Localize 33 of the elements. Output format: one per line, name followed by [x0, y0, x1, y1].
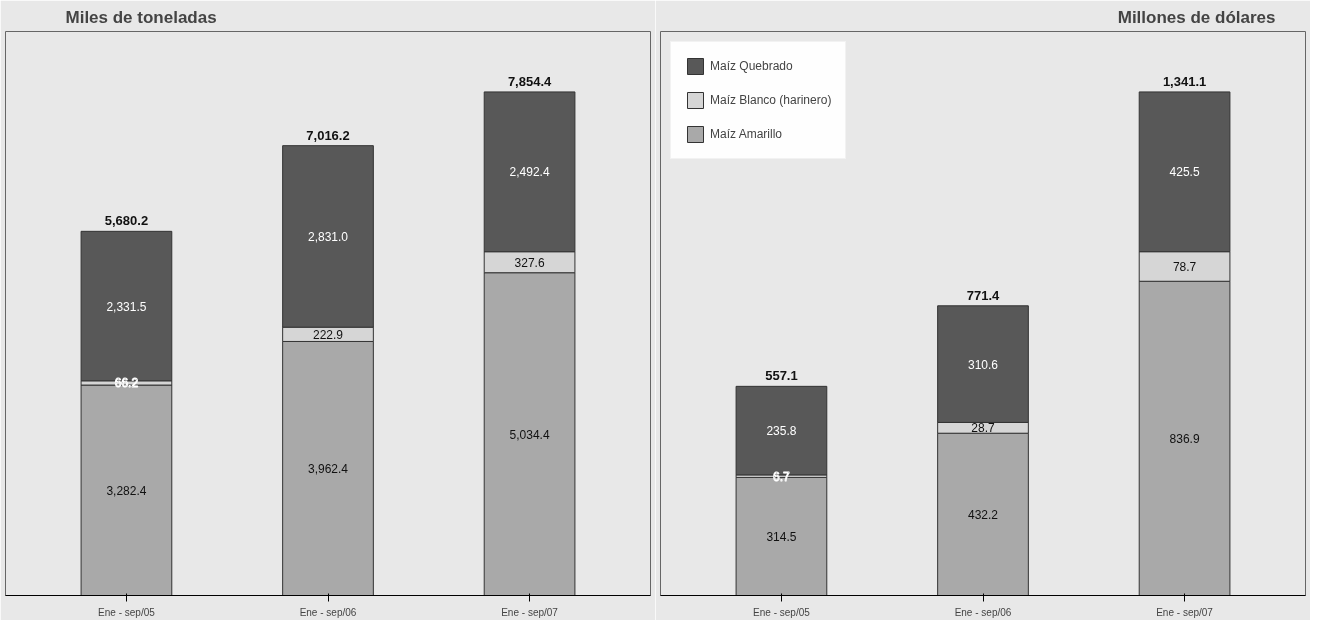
- data-label: 314.5: [766, 529, 797, 544]
- chart-title: Miles de toneladas: [65, 7, 217, 27]
- total-label: 1,341.1: [1162, 73, 1207, 89]
- data-label: 5,034.4: [509, 427, 550, 442]
- data-label: 78.7: [1172, 259, 1197, 274]
- x-tick-label: Ene - sep/05: [753, 606, 811, 618]
- data-label: 2,331.5: [106, 299, 147, 314]
- chart-title: Millones de dólares: [1117, 7, 1276, 27]
- data-label: 2,831.0: [307, 229, 349, 244]
- data-label: 235.8: [766, 424, 797, 439]
- legend-label: Maíz Blanco (harinero): [710, 93, 832, 107]
- data-label: 3,962.4: [307, 461, 349, 476]
- data-label: 327.6: [514, 255, 545, 270]
- total-label: 7,016.2: [306, 127, 350, 143]
- data-label: 28.7: [971, 421, 995, 436]
- data-label: 836.9: [1169, 431, 1200, 446]
- legend-label: Maíz Amarillo: [710, 127, 783, 141]
- x-tick-label: Ene - sep/05: [98, 606, 156, 618]
- total-label: 771.4: [966, 287, 1001, 303]
- total-label: 7,854.4: [507, 73, 553, 89]
- x-tick-label: Ene - sep/07: [501, 606, 559, 618]
- total-label: 5,680.2: [104, 213, 149, 229]
- data-label: 425.5: [1169, 165, 1200, 180]
- data-label: 222.9: [312, 327, 344, 342]
- data-label: 2,492.4: [509, 165, 550, 180]
- legend-label: Maíz Quebrado: [710, 59, 793, 73]
- x-tick-label: Ene - sep/07: [1156, 606, 1214, 618]
- x-tick-label: Ene - sep/06: [954, 606, 1012, 618]
- data-label: 310.6: [967, 357, 999, 372]
- x-tick-label: Ene - sep/06: [299, 606, 357, 618]
- total-label: 557.1: [765, 368, 798, 384]
- data-label: 432.2: [967, 507, 999, 522]
- data-label: 3,282.4: [106, 483, 147, 498]
